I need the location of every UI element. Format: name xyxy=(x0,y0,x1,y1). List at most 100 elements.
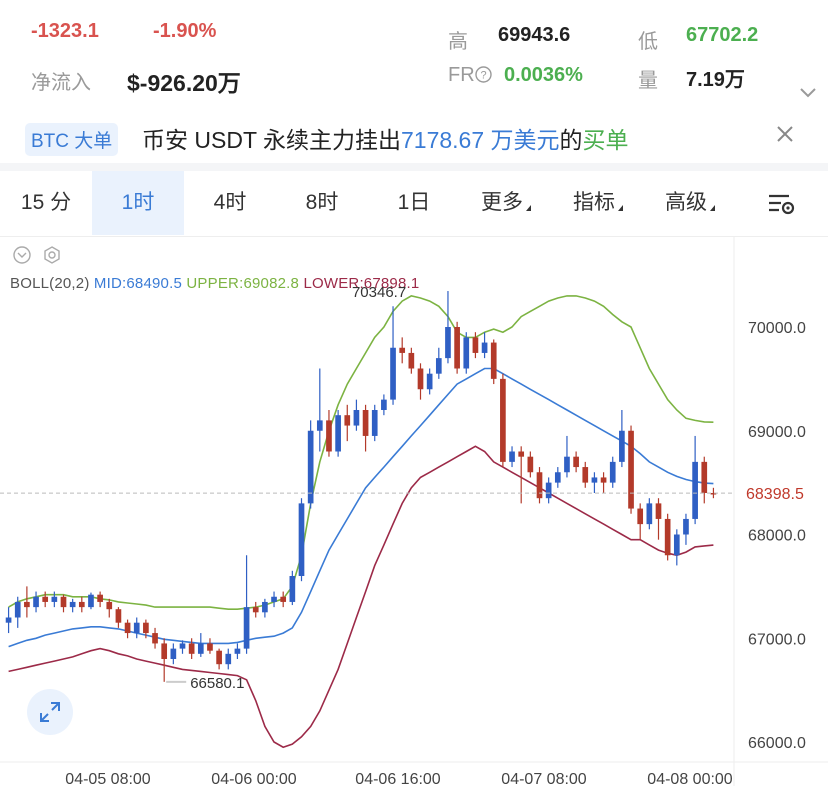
candle-body xyxy=(564,456,570,473)
price-change: -1323.1 xyxy=(31,20,99,42)
candle-body xyxy=(42,596,49,602)
candle-body xyxy=(463,337,470,369)
max-price-label: 70346.7 xyxy=(352,284,406,301)
candle-body xyxy=(545,482,552,499)
candle-body xyxy=(271,596,277,602)
time-tick-label: 04-07 08:00 xyxy=(501,771,587,786)
candle-body xyxy=(509,451,515,462)
candle-body xyxy=(207,643,213,651)
candlestick-chart[interactable]: 70000.0 69000.0 68000.0 67000.0 66000.0 04-05… xyxy=(0,237,828,786)
tab-label: 4时 xyxy=(213,191,247,214)
banner-tag: BTC 大单 xyxy=(25,123,119,156)
price-tick-label: 69000.0 xyxy=(748,424,806,441)
banner-mid: 的 xyxy=(559,127,583,153)
banner-side: 买单 xyxy=(582,127,629,153)
candle-body xyxy=(326,420,332,452)
candle-body xyxy=(161,643,168,659)
volume-value: 7.19万 xyxy=(686,69,745,91)
candle-body xyxy=(234,648,241,654)
expand-icon xyxy=(40,702,60,722)
candle-body xyxy=(344,415,351,426)
tab-8h[interactable]: 8时 xyxy=(276,171,368,235)
candle-body xyxy=(500,378,506,462)
chart-toggle-icon[interactable] xyxy=(12,245,32,265)
candle-body xyxy=(417,368,424,390)
boll-upper: UPPER:69082.8 xyxy=(186,275,300,292)
candle-body xyxy=(490,342,497,379)
large-order-banner[interactable]: BTC 大单 币安 USDT 永续主力挂出7178.67 万美元的买单 xyxy=(0,113,828,163)
candle-body xyxy=(399,347,406,353)
help-icon[interactable]: ? xyxy=(474,66,492,83)
candle-body xyxy=(637,508,644,525)
candle-body xyxy=(243,607,250,649)
high-value: 69943.6 xyxy=(498,24,571,46)
candle-body xyxy=(24,601,30,608)
price-tick-label: 68000.0 xyxy=(748,528,806,545)
funding-rate-label: FR? xyxy=(448,64,492,87)
candle-body xyxy=(298,503,305,576)
candle-body xyxy=(701,461,708,493)
boll-indicator-values: BOLL(20,2) MID:68490.5 UPPER:69082.8 LOW… xyxy=(10,275,419,292)
dropdown-triangle-icon xyxy=(710,205,715,211)
dropdown-triangle-icon xyxy=(526,205,531,211)
tab-15m[interactable]: 15 分 xyxy=(0,171,92,235)
chart-area[interactable]: BOLL(20,2) MID:68490.5 UPPER:69082.8 LOW… xyxy=(0,237,828,786)
candle-body xyxy=(646,503,653,525)
tab-label: 更多 xyxy=(481,191,523,214)
tab-1h[interactable]: 1时 xyxy=(92,171,184,235)
tab-1d[interactable]: 1日 xyxy=(368,171,460,235)
candle-body xyxy=(225,653,232,665)
candle-body xyxy=(472,337,479,353)
funding-rate-value: 0.0036% xyxy=(504,64,583,86)
candle-body xyxy=(88,594,94,608)
candle-body xyxy=(381,399,387,410)
chart-settings-icon[interactable] xyxy=(767,191,797,217)
boll-lower-line xyxy=(8,445,714,749)
candle-body xyxy=(692,461,698,519)
candle-body xyxy=(78,601,85,608)
close-icon[interactable] xyxy=(773,122,797,146)
expand-button[interactable] xyxy=(27,689,73,735)
candle-body xyxy=(527,456,534,473)
candle-body xyxy=(179,643,186,649)
tab-label: 1时 xyxy=(121,191,155,214)
min-price-label: 66580.1 xyxy=(190,675,244,692)
candle-body xyxy=(426,373,433,390)
candle-body xyxy=(33,596,39,608)
candle-body xyxy=(69,601,76,608)
dropdown-triangle-icon xyxy=(618,205,623,211)
banner-prefix: 币安 USDT 永续主力挂出 xyxy=(142,127,401,153)
chevron-down-icon[interactable] xyxy=(798,86,818,100)
banner-text: 币安 USDT 永续主力挂出7178.67 万美元的买单 xyxy=(142,121,629,155)
candle-body xyxy=(216,650,222,665)
price-change-percent: -1.90% xyxy=(153,20,217,42)
candle-body xyxy=(390,347,396,400)
timeframe-tabs: 15 分 1时 4时 8时 1日 更多 指标 高级 xyxy=(0,171,828,237)
candle-body xyxy=(280,596,287,602)
candle-body xyxy=(518,451,525,457)
candle-body xyxy=(60,596,67,608)
candle-body xyxy=(14,601,21,618)
candle-body xyxy=(152,633,158,644)
candle-body xyxy=(435,358,442,374)
tab-label: 15 分 xyxy=(20,191,72,214)
volume-label: 量 xyxy=(638,70,658,92)
candle-body xyxy=(289,576,296,602)
candle-body xyxy=(353,410,360,426)
candle-body xyxy=(5,617,12,623)
net-inflow-value: $-926.20万 xyxy=(127,70,241,96)
candle-body xyxy=(619,430,625,462)
tab-4h[interactable]: 4时 xyxy=(184,171,276,235)
boll-lower: LOWER:67898.1 xyxy=(303,275,420,292)
candle-body xyxy=(362,410,369,436)
tab-label: 高级 xyxy=(665,191,707,214)
tab-indicators[interactable]: 指标 xyxy=(552,171,644,235)
time-tick-label: 04-06 16:00 xyxy=(355,771,441,786)
tab-more[interactable]: 更多 xyxy=(460,171,552,235)
candle-body xyxy=(664,518,671,556)
indicator-settings-icon[interactable] xyxy=(42,245,62,265)
low-label: 低 xyxy=(638,31,658,53)
tab-advanced[interactable]: 高级 xyxy=(644,171,736,235)
candle-body xyxy=(262,601,268,613)
price-tick-label: 66000.0 xyxy=(748,735,806,752)
